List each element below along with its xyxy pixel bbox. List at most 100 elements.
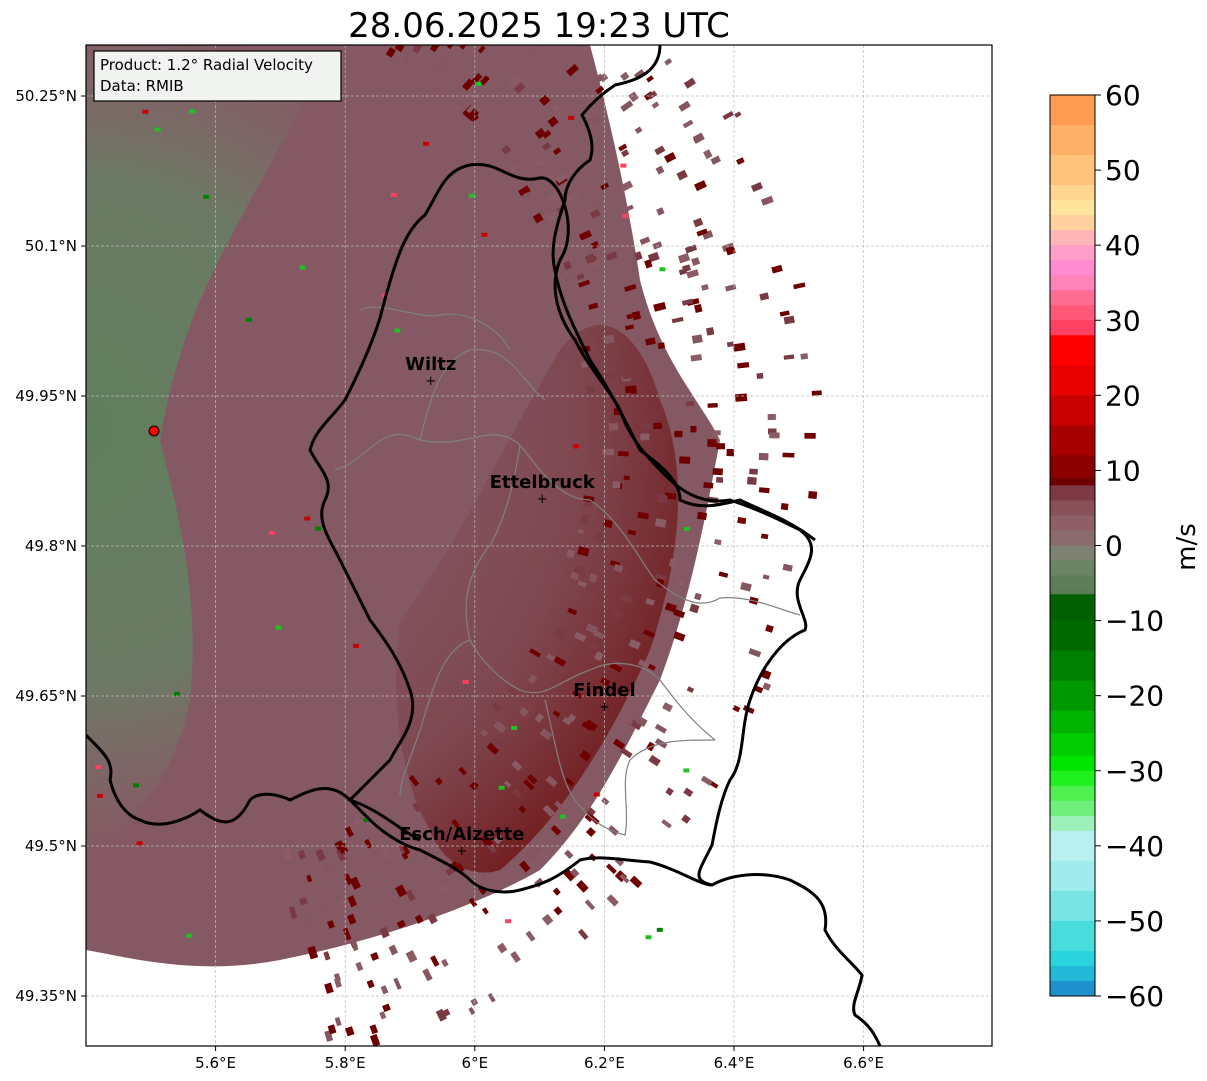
velocity-gate [466, 105, 475, 114]
velocity-gate [480, 834, 493, 848]
velocity-gate [635, 715, 648, 728]
velocity-gate [491, 701, 502, 712]
velocity-gate [646, 75, 654, 83]
velocity-gate [681, 264, 691, 273]
colorbar-swatch [1050, 155, 1095, 186]
y-tick-label: 49.8°N [25, 537, 77, 555]
velocity-gate [626, 204, 634, 212]
velocity-gate [142, 109, 149, 114]
velocity-gate [573, 564, 584, 575]
velocity-gate [482, 907, 489, 915]
velocity-gate [555, 171, 569, 184]
colorbar-tick-label: −60 [1105, 980, 1164, 1013]
velocity-gate [566, 63, 580, 77]
velocity-gate [606, 894, 619, 907]
velocity-gate [612, 481, 621, 489]
velocity-gate [346, 913, 357, 925]
velocity-gate [671, 316, 684, 324]
velocity-gate [459, 45, 470, 50]
colorbar-tick-label: 10 [1105, 454, 1141, 487]
velocity-gate [505, 919, 512, 924]
velocity-gate [430, 86, 440, 96]
velocity-gate [654, 723, 667, 734]
velocity-gate [429, 45, 442, 53]
velocity-gate [653, 301, 667, 312]
velocity-gate [673, 608, 686, 619]
velocity-gate [700, 775, 713, 786]
velocity-gate [572, 690, 583, 699]
velocity-gate [299, 265, 306, 270]
velocity-gate [427, 912, 438, 925]
velocity-gate [619, 873, 630, 884]
velocity-gate [337, 842, 349, 855]
velocity-gate [782, 563, 793, 572]
velocity-gate [664, 492, 677, 500]
velocity-gate [385, 47, 396, 58]
velocity-gate [657, 494, 668, 504]
velocity-gate [584, 719, 598, 732]
velocity-gate [793, 282, 806, 290]
velocity-darkred-band [396, 325, 679, 873]
velocity-gate [734, 111, 742, 118]
velocity-gate [780, 503, 789, 511]
velocity-gate [737, 516, 747, 525]
city-cross: + [599, 700, 610, 715]
velocity-gate [388, 944, 399, 956]
velocity-gate [607, 825, 619, 836]
velocity-gate [749, 468, 758, 475]
velocity-gate [468, 1006, 476, 1016]
velocity-gate [402, 51, 413, 64]
velocity-gate [534, 713, 545, 723]
city-marker: +Esch/Alzette [399, 824, 524, 859]
y-tick-label: 49.65°N [15, 687, 77, 705]
colorbar-swatch [1050, 560, 1095, 577]
colorbar-tick-label: 20 [1105, 379, 1141, 412]
borders [86, 45, 882, 1046]
velocity-gate [647, 90, 658, 100]
velocity-gate [652, 241, 663, 250]
velocity-gate [511, 725, 518, 730]
velocity-gate [605, 251, 618, 261]
velocity-gate [609, 415, 621, 423]
velocity-gate [714, 538, 722, 546]
velocity-gate [782, 452, 795, 458]
city-label: Findel [573, 680, 636, 701]
velocity-gate [690, 354, 703, 362]
velocity-gate [576, 880, 589, 893]
velocity-gate [521, 192, 531, 201]
velocity-gate [758, 487, 770, 494]
colorbar-swatch [1050, 950, 1095, 967]
velocity-gate [369, 1033, 381, 1046]
info-box: Product: 1.2° Radial Velocity Data: RMIB [93, 50, 342, 102]
velocity-gate [186, 933, 193, 938]
city-cross: + [456, 844, 467, 859]
velocity-gate [685, 401, 695, 407]
velocity-gate [408, 774, 420, 787]
velocity-gate [576, 528, 585, 535]
velocity-gate [613, 563, 624, 573]
velocity-gate [353, 816, 362, 827]
velocity-gate [336, 848, 348, 862]
velocity-gate [566, 191, 580, 203]
velocity-gate [735, 393, 748, 402]
velocity-gate [547, 116, 559, 128]
velocity-gate [412, 801, 422, 813]
velocity-gate [674, 430, 683, 438]
velocity-gate [395, 884, 407, 898]
velocity-gate [657, 342, 666, 350]
velocity-gate [726, 341, 734, 348]
velocity-gate [334, 1017, 342, 1027]
velocity-gate [401, 852, 409, 860]
velocity-gate [622, 371, 632, 380]
colorbar-tick-label: 30 [1105, 304, 1141, 337]
velocity-gate [390, 192, 397, 197]
colorbar-tick-label: 50 [1105, 154, 1141, 187]
map-gridlines [86, 45, 992, 1046]
velocity-gate [281, 847, 293, 861]
velocity-gate [469, 780, 479, 791]
velocity-gate [599, 677, 611, 687]
velocity-gate [663, 151, 677, 164]
velocity-gate [564, 777, 575, 787]
velocity-gate [529, 45, 541, 52]
